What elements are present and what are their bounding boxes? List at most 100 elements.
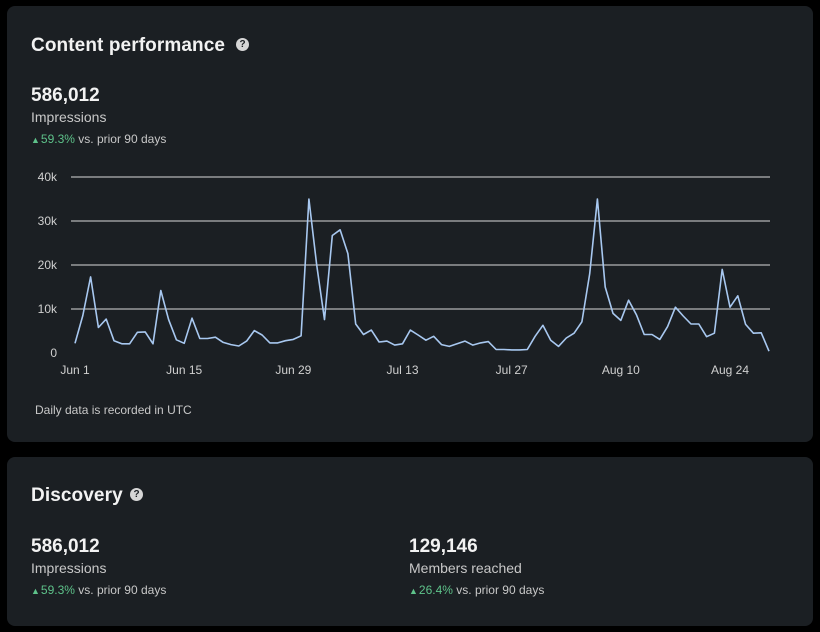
data-point[interactable] — [182, 341, 186, 345]
data-point[interactable] — [510, 348, 514, 352]
data-point[interactable] — [206, 336, 210, 340]
data-point[interactable] — [697, 322, 701, 326]
data-point[interactable] — [221, 340, 225, 344]
data-point[interactable] — [525, 347, 529, 351]
data-point[interactable] — [744, 322, 748, 326]
data-point[interactable] — [330, 234, 334, 238]
data-point[interactable] — [533, 334, 537, 338]
data-point[interactable] — [338, 228, 342, 232]
data-point[interactable] — [96, 325, 100, 329]
data-point[interactable] — [73, 341, 77, 345]
data-point[interactable] — [213, 335, 217, 339]
data-point[interactable] — [104, 317, 108, 321]
data-point[interactable] — [432, 334, 436, 338]
delta-percent: 59.3% — [40, 583, 75, 597]
data-point[interactable] — [447, 344, 451, 348]
data-point[interactable] — [89, 275, 93, 279]
data-point[interactable] — [369, 328, 373, 332]
data-point[interactable] — [416, 333, 420, 337]
question-circle-icon[interactable]: ? — [130, 488, 143, 501]
data-point[interactable] — [268, 341, 272, 345]
data-point[interactable] — [252, 329, 256, 333]
utc-footnote: Daily data is recorded in UTC — [35, 403, 192, 417]
data-point[interactable] — [112, 339, 116, 343]
data-point[interactable] — [486, 340, 490, 344]
data-point[interactable] — [393, 343, 397, 347]
data-point[interactable] — [455, 342, 459, 346]
impressions-series-line[interactable] — [74, 198, 770, 352]
data-point[interactable] — [284, 339, 288, 343]
data-point[interactable] — [362, 333, 366, 337]
question-circle-icon[interactable]: ? — [236, 38, 249, 51]
discovery-title: Discovery — [31, 485, 123, 506]
data-point[interactable] — [580, 320, 584, 324]
data-point[interactable] — [159, 289, 163, 293]
data-point[interactable] — [463, 339, 467, 343]
impressions-line-chart[interactable]: 0 10k 20k 30k 40k Jun 1 Jun 15 Jun 29 Jul 13 Jul … — [7, 166, 813, 386]
data-point[interactable] — [128, 342, 132, 346]
data-point[interactable] — [151, 342, 155, 346]
data-point[interactable] — [681, 314, 685, 318]
data-point[interactable] — [759, 331, 763, 335]
data-point[interactable] — [689, 322, 693, 326]
data-point[interactable] — [541, 323, 545, 327]
data-point[interactable] — [237, 344, 241, 348]
data-point[interactable] — [276, 341, 280, 345]
data-point[interactable] — [502, 347, 506, 351]
data-point[interactable] — [556, 344, 560, 348]
data-point[interactable] — [611, 311, 615, 315]
data-point[interactable] — [478, 341, 482, 345]
data-point[interactable] — [666, 325, 670, 329]
trend-up-icon: ▲ — [409, 586, 418, 596]
data-point[interactable] — [307, 197, 311, 201]
data-point[interactable] — [143, 330, 147, 334]
data-point[interactable] — [408, 328, 412, 332]
data-point[interactable] — [439, 343, 443, 347]
data-point[interactable] — [229, 343, 233, 347]
data-point[interactable] — [595, 197, 599, 201]
data-point[interactable] — [81, 314, 85, 318]
data-point[interactable] — [517, 348, 521, 352]
data-point[interactable] — [619, 318, 623, 322]
data-point[interactable] — [572, 331, 576, 335]
data-point[interactable] — [299, 334, 303, 338]
data-point[interactable] — [424, 338, 428, 342]
data-point[interactable] — [385, 339, 389, 343]
data-point[interactable] — [260, 333, 264, 337]
data-point[interactable] — [736, 294, 740, 298]
data-point[interactable] — [377, 340, 381, 344]
data-point[interactable] — [291, 337, 295, 341]
data-point[interactable] — [705, 335, 709, 339]
data-point[interactable] — [673, 305, 677, 309]
data-point[interactable] — [751, 331, 755, 335]
data-point[interactable] — [720, 267, 724, 271]
data-point[interactable] — [346, 252, 350, 256]
data-point[interactable] — [658, 337, 662, 341]
data-point[interactable] — [549, 338, 553, 342]
data-point[interactable] — [354, 322, 358, 326]
data-point[interactable] — [642, 333, 646, 337]
data-point[interactable] — [588, 272, 592, 276]
data-point[interactable] — [135, 330, 139, 334]
data-point[interactable] — [728, 305, 732, 309]
data-point[interactable] — [174, 338, 178, 342]
data-point[interactable] — [198, 336, 202, 340]
data-point[interactable] — [167, 318, 171, 322]
data-point[interactable] — [494, 347, 498, 351]
data-point[interactable] — [190, 316, 194, 320]
data-point[interactable] — [120, 342, 124, 346]
data-point[interactable] — [767, 349, 771, 353]
data-point[interactable] — [603, 285, 607, 289]
data-point[interactable] — [650, 333, 654, 337]
data-point[interactable] — [245, 339, 249, 343]
impressions-chart[interactable]: 0 10k 20k 30k 40k Jun 1 Jun 15 Jun 29 Jul 13 Jul … — [7, 166, 813, 386]
data-point[interactable] — [564, 336, 568, 340]
data-point[interactable] — [634, 313, 638, 317]
data-point[interactable] — [627, 298, 631, 302]
data-point[interactable] — [315, 263, 319, 267]
data-point[interactable] — [471, 343, 475, 347]
data-point[interactable] — [323, 318, 327, 322]
data-point[interactable] — [401, 342, 405, 346]
data-point[interactable] — [712, 331, 716, 335]
delta-text: vs. prior 90 days — [78, 132, 167, 146]
